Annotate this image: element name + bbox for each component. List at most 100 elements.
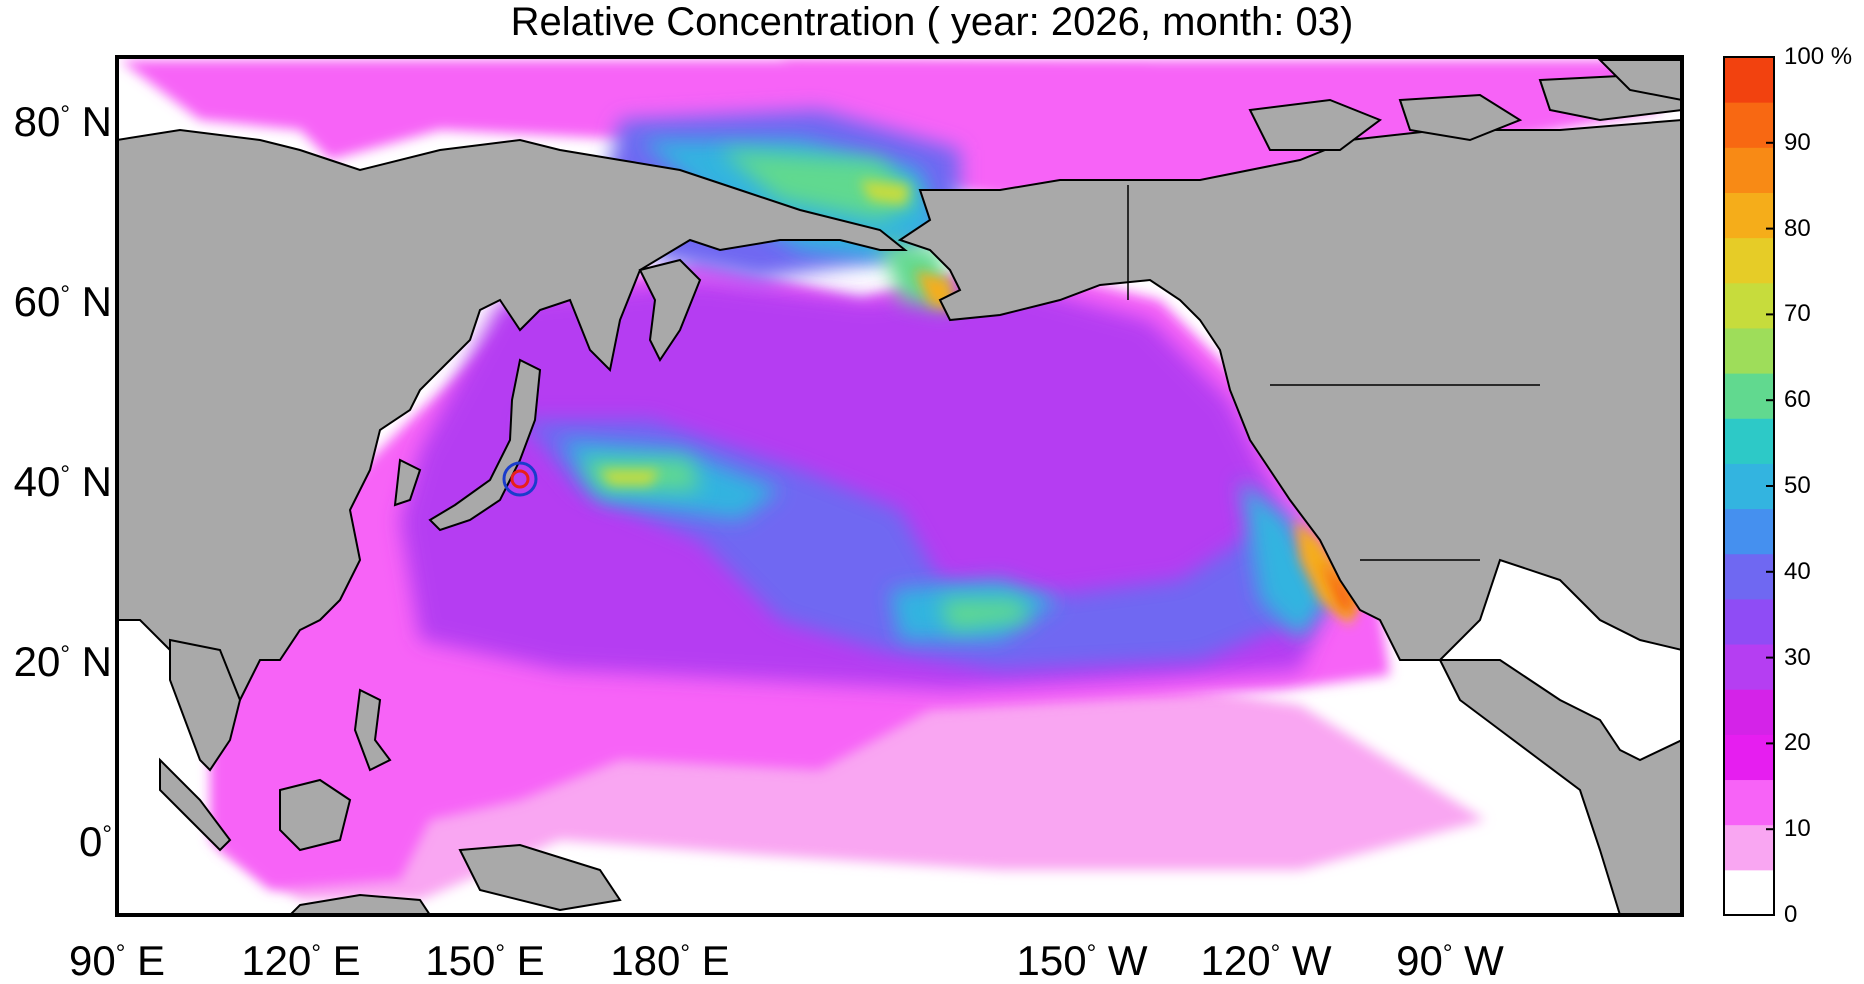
source-marker-inner (510, 469, 530, 489)
source-marker (502, 461, 538, 497)
land-sumatra (159, 757, 232, 852)
longitude-hemisphere: E (321, 937, 361, 984)
conc-band-80 (915, 270, 1360, 625)
degree-symbol: ° (1270, 940, 1281, 967)
degree-symbol: ° (60, 461, 70, 488)
degree-symbol: ° (495, 940, 505, 967)
land-philippines (353, 688, 392, 772)
colorbar-segment (1724, 102, 1774, 148)
longitude-hemisphere: E (690, 937, 730, 984)
conc-band-60 (580, 150, 1030, 630)
latitude-hemisphere: N (70, 278, 112, 325)
land-japan (428, 358, 542, 532)
degree-symbol: ° (102, 821, 112, 848)
land-central-america (1438, 659, 1682, 915)
map-frame (115, 55, 1684, 917)
latitude-degree: 20 (13, 638, 61, 685)
land-newguinea (458, 843, 622, 912)
degree-symbol: ° (115, 940, 126, 967)
colorbar-segment (1724, 598, 1774, 645)
land-borneo (279, 778, 352, 852)
colorbar (1723, 56, 1775, 916)
longitude-label: 150° E (385, 932, 585, 983)
colorbar-segment (1724, 147, 1774, 193)
degree-symbol: ° (60, 281, 70, 308)
latitude-hemisphere: N (70, 458, 112, 505)
longitude-degree: 90 (1396, 937, 1443, 984)
land-asia (117, 128, 908, 722)
degree-symbol: ° (60, 641, 70, 668)
longitude-label: 90° W (1350, 932, 1550, 983)
colorbar-segment (1724, 734, 1774, 781)
latitude-label: 0° (0, 813, 112, 864)
colorbar-tick-label: 80 (1784, 214, 1811, 242)
longitude-label: 120° W (1166, 932, 1366, 983)
longitude-degree: 150 (425, 937, 496, 984)
colorbar-segment (1724, 282, 1774, 329)
colorbar-segment (1724, 373, 1774, 419)
longitude-hemisphere: E (125, 937, 165, 984)
latitude-degree: 0 (79, 818, 103, 865)
colorbar-tick-label: 50 (1784, 472, 1811, 499)
degree-symbol: ° (60, 101, 70, 128)
longitude-degree: 150 (1016, 937, 1087, 984)
latitude-hemisphere: N (70, 638, 112, 685)
land-greenland (1597, 59, 1682, 102)
colorbar-segment (1724, 824, 1774, 871)
colorbar-segment (1724, 463, 1774, 510)
figure-title: Relative Concentration ( year: 2026, mon… (510, 0, 1354, 44)
conc-band-90 (1320, 560, 1355, 612)
colorbar-segment (1724, 779, 1774, 826)
borders (1127, 185, 1540, 561)
longitude-degree: 90 (68, 937, 116, 984)
colorbar-tick-label: 90 (1784, 128, 1811, 156)
colorbar-segment (1724, 192, 1774, 239)
colorbar-tick-label: 40 (1784, 557, 1811, 585)
longitude-label: 120° E (201, 932, 401, 983)
colorbar-tick-label: 30 (1784, 643, 1811, 671)
colorbar-tick-label: 60 (1784, 386, 1811, 414)
longitude-degree: 120 (241, 937, 312, 984)
longitude-hemisphere: W (1280, 937, 1332, 984)
land-kamchatka (638, 258, 702, 362)
latitude-label: 20° N (0, 633, 112, 684)
colorbar-tick-label: 100 % (1784, 43, 1853, 70)
latitude-label: 60° N (0, 273, 112, 324)
colorbar-segment (1724, 644, 1774, 690)
degree-symbol: ° (1086, 940, 1097, 967)
latitude-hemisphere: N (70, 98, 112, 145)
land-korea (393, 458, 422, 507)
colorbar-segment (1724, 327, 1774, 374)
colorbar-tick-label: 0 (1784, 901, 1798, 928)
latitude-degree: 40 (13, 458, 61, 505)
latitude-degree: 60 (13, 278, 61, 325)
longitude-degree: 180 (610, 937, 681, 984)
colorbar-segment (1724, 553, 1774, 600)
longitude-hemisphere: E (505, 937, 545, 984)
colorbar-tick-label: 20 (1784, 729, 1811, 757)
degree-symbol: ° (1442, 940, 1453, 967)
colorbar-segment (1724, 57, 1774, 103)
land-masses (117, 59, 1682, 915)
land-indochina (169, 638, 242, 772)
latitude-label: 80° N (0, 93, 112, 144)
conc-band-30 (400, 280, 1330, 690)
longitude-label: 90° E (17, 932, 217, 983)
latitude-degree: 80 (13, 98, 61, 145)
colorbar-segment (1724, 237, 1774, 284)
longitude-label: 180° E (570, 932, 770, 983)
degree-symbol: ° (680, 940, 690, 967)
longitude-hemisphere: W (1096, 937, 1148, 984)
colorbar-tick-label: 70 (1784, 300, 1811, 328)
longitude-degree: 120 (1200, 937, 1271, 984)
source-marker-outer (502, 461, 538, 497)
longitude-label: 150° W (982, 932, 1182, 983)
colorbar-segment (1724, 869, 1774, 916)
colorbar-segment (1724, 418, 1774, 464)
longitude-hemisphere: W (1452, 937, 1504, 984)
colorbar-tick-label: 10 (1784, 815, 1811, 843)
colorbar-segment (1724, 689, 1774, 735)
degree-symbol: ° (311, 940, 321, 967)
